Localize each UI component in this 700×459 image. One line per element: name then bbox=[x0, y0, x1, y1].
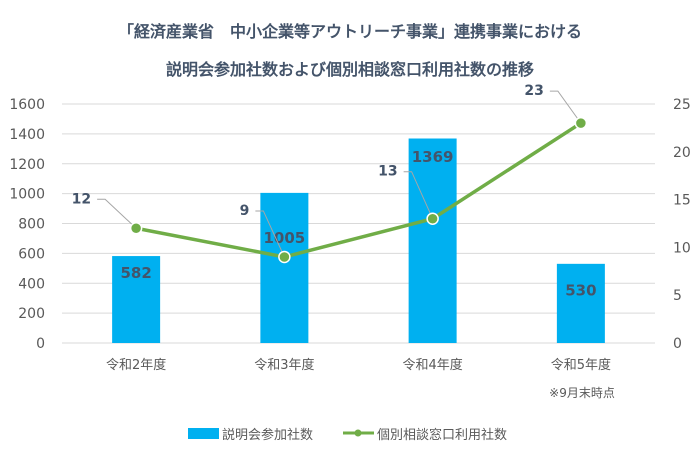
legend-bar-label: 説明会参加社数 bbox=[222, 427, 313, 443]
left-axis-tick: 1600 bbox=[9, 97, 45, 113]
line-marker bbox=[574, 116, 588, 130]
line-series bbox=[135, 121, 582, 259]
left-axis-tick: 0 bbox=[36, 336, 45, 352]
left-axis-tick: 1000 bbox=[9, 187, 45, 203]
category-label: 令和3年度 bbox=[254, 357, 314, 373]
line-marker bbox=[278, 250, 291, 264]
leader-line bbox=[403, 171, 434, 219]
legend-line-marker bbox=[354, 429, 362, 437]
line-value-label: 23 bbox=[524, 83, 543, 99]
line-value-label: 12 bbox=[72, 191, 91, 207]
line-value-label: 13 bbox=[378, 164, 397, 180]
chart-title-line2: 説明会参加社数および個別相談窓口利用社数の推移 bbox=[165, 60, 534, 79]
line-marker bbox=[129, 222, 143, 235]
line-marker bbox=[426, 212, 439, 225]
left-axis-tick: 1400 bbox=[9, 127, 45, 143]
left-axis-tick: 600 bbox=[18, 246, 45, 262]
bar bbox=[112, 256, 161, 343]
bar bbox=[556, 263, 605, 343]
category-label: 令和4年度 bbox=[402, 357, 462, 373]
left-axis-tick: 1200 bbox=[9, 157, 45, 173]
leader-line bbox=[549, 90, 582, 124]
category-label: 令和2年度 bbox=[106, 357, 166, 373]
right-axis-tick: 20 bbox=[673, 145, 691, 161]
bar-value-label: 1369 bbox=[412, 148, 454, 166]
right-axis-tick: 0 bbox=[673, 336, 682, 352]
bar bbox=[408, 138, 457, 343]
line-value-label: 9 bbox=[240, 203, 250, 219]
note: ※9月末時点 bbox=[549, 386, 615, 400]
bar-value-label: 530 bbox=[565, 281, 596, 299]
category-label: 令和5年度 bbox=[551, 357, 611, 373]
right-axis-tick: 5 bbox=[673, 288, 682, 304]
bar bbox=[260, 192, 309, 343]
right-axis-tick: 15 bbox=[673, 193, 691, 209]
left-axis-tick: 800 bbox=[18, 217, 45, 233]
right-axis-tick: 10 bbox=[673, 240, 691, 256]
bar-value-label: 1005 bbox=[264, 229, 306, 247]
chart-title-line1: 「経済産業省 中小企業等アウトリーチ事業」連携事業における bbox=[117, 22, 582, 41]
left-axis-tick: 200 bbox=[18, 306, 45, 322]
leader-line bbox=[97, 198, 137, 229]
legend-line-label: 個別相談窓口利用社数 bbox=[377, 427, 507, 443]
right-axis-tick: 25 bbox=[673, 97, 691, 113]
leader-line bbox=[255, 210, 285, 258]
bar-value-label: 582 bbox=[120, 264, 151, 282]
legend-bar-swatch bbox=[188, 428, 219, 439]
left-axis-tick: 400 bbox=[18, 276, 45, 292]
